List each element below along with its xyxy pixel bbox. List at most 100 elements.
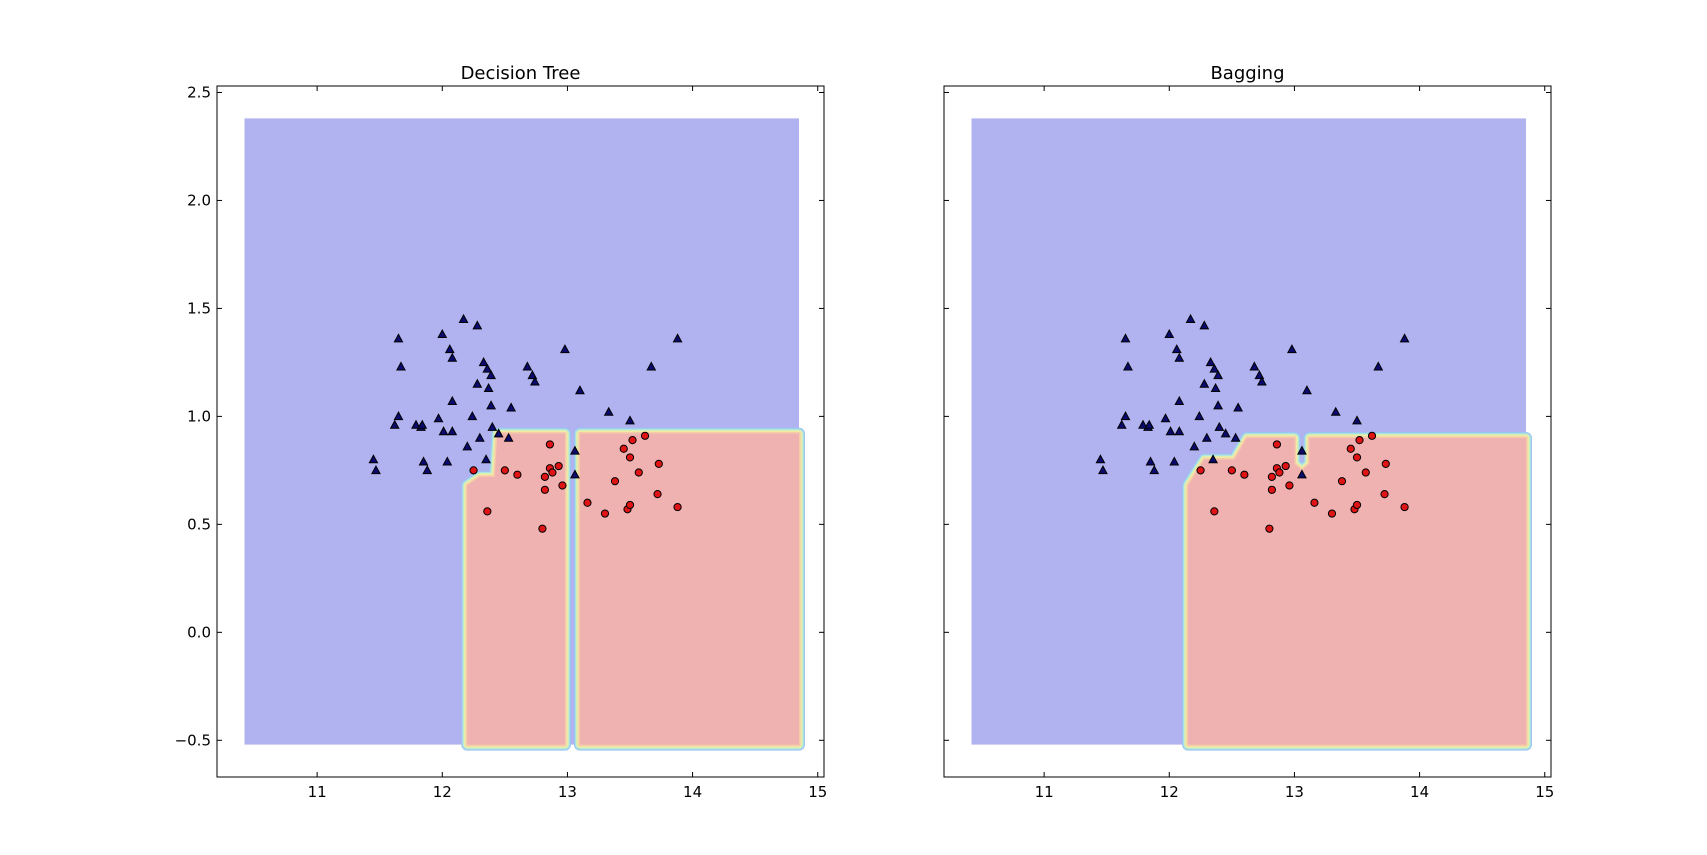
class-1-point — [1337, 477, 1347, 486]
class-0-point — [1199, 378, 1210, 388]
class-0-point — [1169, 456, 1180, 466]
class-1-point — [500, 466, 509, 475]
y-tick-label: 2.0 — [187, 191, 211, 209]
class-0-point — [1120, 411, 1131, 421]
class-0-point — [1138, 419, 1148, 429]
class-0-point — [1174, 395, 1185, 405]
class-1-point — [1352, 500, 1362, 510]
class-1-point — [1240, 470, 1249, 479]
class-0-point — [506, 402, 517, 412]
x-tick-label: 11 — [1035, 783, 1054, 801]
class-0-point — [418, 456, 429, 466]
class-1-point — [600, 509, 610, 518]
class-1-point — [583, 498, 592, 507]
class-0-point — [529, 376, 540, 386]
y-tick-label: 1.0 — [187, 407, 211, 425]
class-1-point — [1380, 490, 1389, 499]
class-1-point — [625, 453, 635, 462]
class-1-point — [469, 466, 478, 475]
class-1-point — [653, 490, 662, 499]
class-1-point — [545, 440, 555, 449]
class-0-point — [1213, 400, 1224, 410]
class-1-point — [628, 436, 637, 445]
class-1-point — [1381, 459, 1390, 468]
class-0-point — [1095, 454, 1106, 464]
class-0-point — [1189, 441, 1200, 451]
class-0-point — [1249, 361, 1260, 371]
class-0-point — [1171, 344, 1182, 354]
class-1-point — [1361, 468, 1370, 477]
class-0-point — [483, 382, 494, 393]
class-1-point — [548, 468, 557, 477]
class-1-point — [634, 468, 643, 477]
class-0-point — [371, 465, 381, 475]
class-0-point — [1123, 361, 1133, 371]
class-0-point — [1256, 376, 1267, 386]
class-0-point — [1287, 344, 1297, 354]
class-0-point — [1210, 382, 1221, 393]
class-0-point — [478, 357, 489, 367]
class-0-point — [1116, 419, 1127, 429]
class-1-point — [1310, 498, 1319, 507]
class-0-point — [570, 445, 580, 455]
class-0-point — [447, 352, 458, 362]
class-0-point — [1205, 357, 1216, 367]
class-0-point — [1399, 333, 1410, 343]
class-0-point — [1145, 456, 1156, 466]
class-1-point — [1265, 524, 1274, 533]
class-0-point — [486, 370, 497, 380]
class-0-point — [1297, 469, 1307, 479]
class-0-point — [447, 395, 458, 405]
class-1-point — [619, 444, 628, 453]
class-0-point — [389, 419, 400, 429]
x-tick-label: 15 — [1535, 783, 1554, 801]
class-1-point — [1355, 436, 1364, 445]
class-0-point — [396, 361, 406, 371]
class-0-point — [447, 426, 458, 436]
class-0-point — [603, 406, 614, 416]
class-0-point — [1120, 333, 1131, 343]
class-1-point — [1327, 509, 1337, 518]
class-0-point — [462, 441, 473, 451]
class-1-point — [625, 500, 635, 510]
class-0-point — [1208, 454, 1219, 464]
class-0-point — [368, 454, 379, 464]
class-1-point — [538, 524, 547, 533]
class-1-point — [610, 477, 620, 486]
class-0-point — [393, 333, 404, 343]
class-0-point — [1165, 426, 1176, 436]
class-0-point — [1160, 413, 1171, 423]
class-1-point — [1272, 440, 1282, 449]
class-0-point — [646, 361, 657, 371]
class-0-point — [560, 344, 570, 354]
class-0-point — [437, 328, 448, 339]
class-1-point — [1267, 485, 1277, 494]
class-0-point — [481, 454, 492, 464]
class-0-point — [422, 465, 433, 475]
class-1-point — [640, 431, 650, 440]
class-1-point — [513, 470, 522, 479]
class-0-point — [1185, 313, 1196, 323]
class-0-point — [1149, 465, 1160, 475]
class-0-point — [1330, 406, 1341, 416]
panel-decision-tree: Decision Tree 11 12 13 14 15 −0.5 0.0 0.5 1.0 1.5… — [175, 63, 828, 801]
y-tick-label: 1.5 — [187, 299, 211, 317]
class-0-point — [458, 313, 469, 323]
class-1-point — [1267, 472, 1277, 481]
class-0-point — [1220, 428, 1231, 438]
class-0-point — [1164, 328, 1175, 339]
chart-title: Bagging — [1210, 63, 1284, 84]
class-0-point — [487, 421, 498, 431]
y-tick-label: 0.5 — [187, 515, 211, 533]
class-1-point — [654, 459, 663, 468]
chart-title: Decision Tree — [461, 63, 581, 84]
x-tick-label: 15 — [808, 783, 827, 801]
class-1-point — [1400, 502, 1409, 512]
y-tick-label: −0.5 — [175, 731, 211, 749]
class-1-point — [1275, 468, 1284, 477]
class-0-point — [438, 426, 449, 436]
class-0-point — [625, 415, 635, 425]
x-tick-label: 13 — [1285, 783, 1304, 801]
class-0-point — [1201, 432, 1212, 442]
class-1-point — [540, 485, 550, 494]
